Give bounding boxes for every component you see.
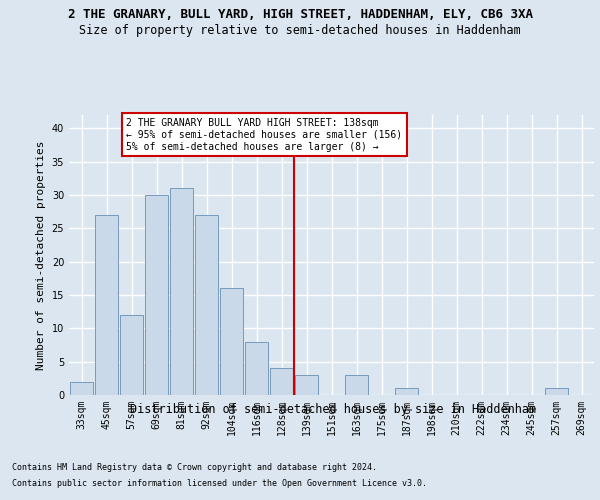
Text: Contains public sector information licensed under the Open Government Licence v3: Contains public sector information licen… [12,478,427,488]
Bar [195,215,218,395]
Y-axis label: Number of semi-detached properties: Number of semi-detached properties [36,140,46,370]
Bar [120,315,143,395]
Bar [395,388,418,395]
Text: 2 THE GRANARY BULL YARD HIGH STREET: 138sqm
← 95% of semi-detached houses are sm: 2 THE GRANARY BULL YARD HIGH STREET: 138… [127,118,403,152]
Text: Contains HM Land Registry data © Crown copyright and database right 2024.: Contains HM Land Registry data © Crown c… [12,462,377,471]
Text: 2 THE GRANARY, BULL YARD, HIGH STREET, HADDENHAM, ELY, CB6 3XA: 2 THE GRANARY, BULL YARD, HIGH STREET, H… [67,8,533,20]
Text: Distribution of semi-detached houses by size in Haddenham: Distribution of semi-detached houses by … [130,402,536,415]
Bar [270,368,293,395]
Bar [95,215,118,395]
Text: Size of property relative to semi-detached houses in Haddenham: Size of property relative to semi-detach… [79,24,521,37]
Bar [220,288,243,395]
Bar [170,188,193,395]
Bar [245,342,268,395]
Bar [70,382,93,395]
Bar [545,388,568,395]
Bar [345,375,368,395]
Bar [145,195,168,395]
Bar [295,375,318,395]
